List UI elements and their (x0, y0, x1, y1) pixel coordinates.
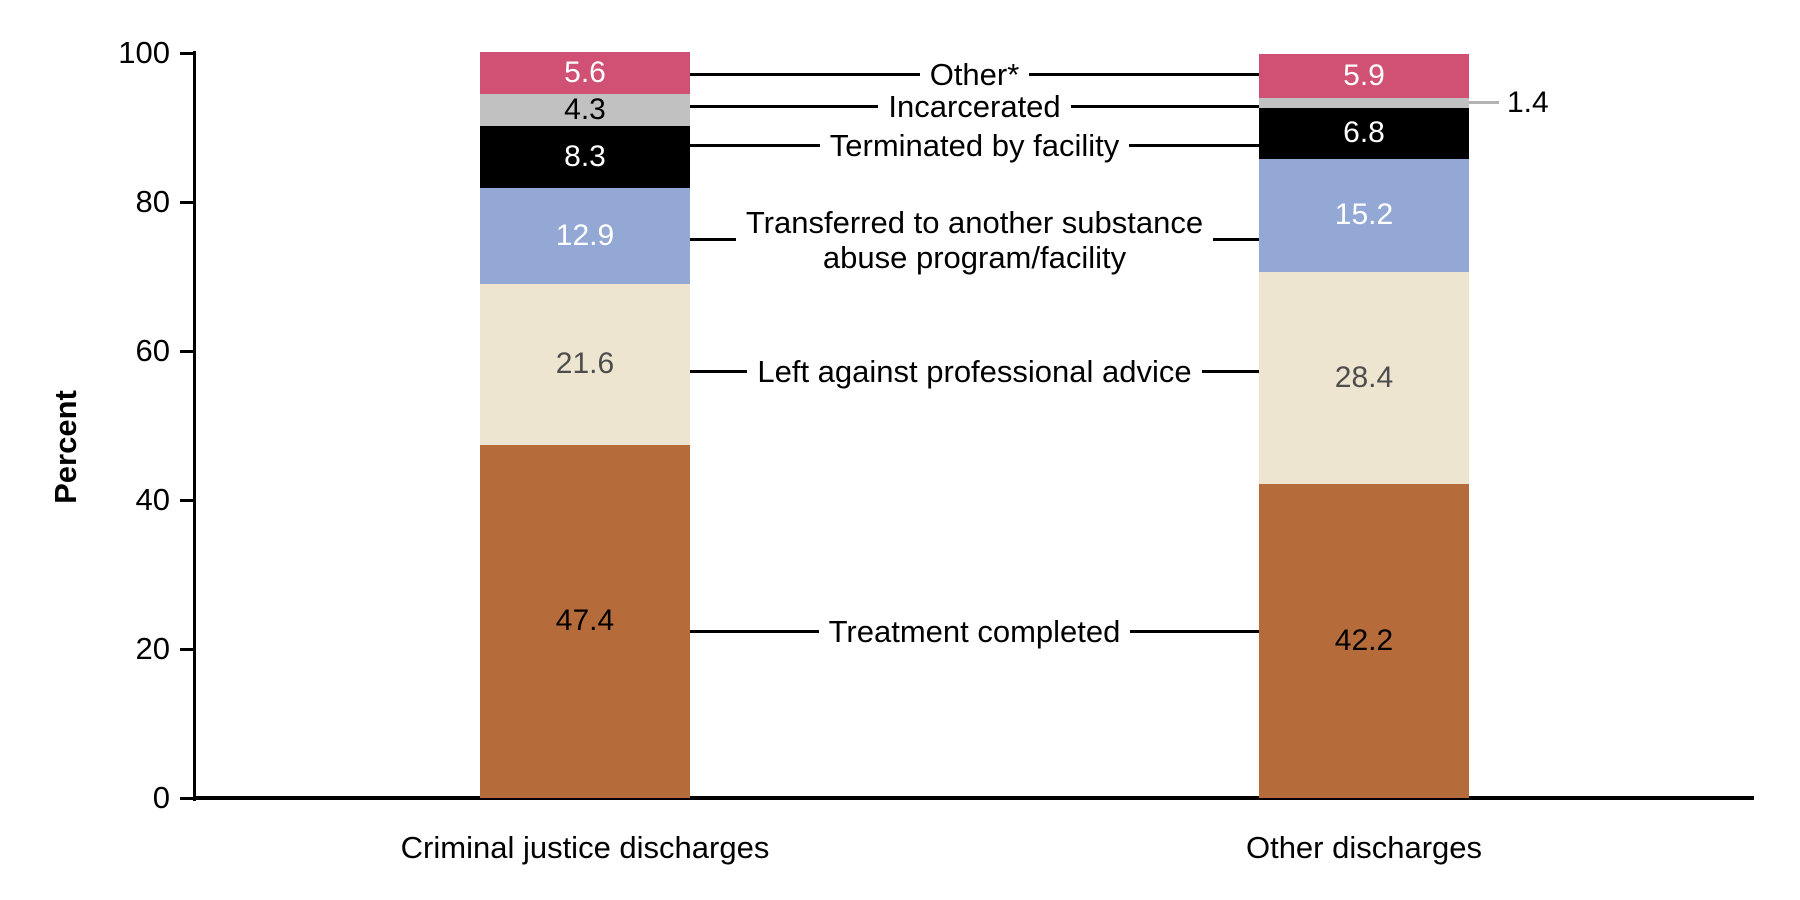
bar-segment (480, 444, 690, 798)
y-axis-title: Percent (48, 390, 83, 504)
y-tick-mark (180, 796, 194, 800)
annotation-row: Incarcerated (690, 88, 1260, 124)
y-tick-label: 80 (135, 184, 170, 219)
connector-line-left (690, 104, 879, 108)
value-label: 21.6 (555, 347, 615, 381)
bar-segment (1259, 483, 1469, 798)
y-axis-line (193, 51, 196, 801)
bar-segment (480, 283, 690, 445)
connector-line-left (690, 143, 820, 147)
y-tick-label: 100 (118, 35, 170, 70)
outside-value-label: 1.4 (1507, 85, 1549, 119)
series-label: Terminated by facility (829, 127, 1120, 163)
annotation-row: Other* (690, 56, 1260, 92)
y-tick-mark (180, 647, 194, 651)
connector-line-right (1029, 72, 1260, 76)
y-tick-label: 0 (152, 780, 170, 815)
annotation-row: Transferred to another substance abuse p… (690, 204, 1260, 275)
category-label-other: Other discharges (1245, 830, 1483, 865)
value-label: 15.2 (1334, 198, 1394, 232)
y-tick-mark (180, 498, 194, 502)
y-tick-label: 40 (135, 482, 170, 517)
value-label: 5.9 (1343, 58, 1385, 92)
x-axis-line (193, 796, 1754, 800)
value-label: 8.3 (564, 139, 606, 173)
series-label: Other* (929, 56, 1020, 92)
connector-line-left (690, 369, 748, 373)
segment-annotations: Treatment completed Left against professi… (690, 0, 1260, 900)
y-tick-label: 60 (135, 333, 170, 368)
series-label: Incarcerated (888, 88, 1061, 124)
connector-line-left (690, 72, 920, 76)
series-label: Treatment completed (828, 613, 1121, 649)
connector-line-right (1070, 104, 1260, 108)
bar-segment (1259, 158, 1469, 273)
value-label: 12.9 (555, 218, 615, 252)
annotation-row: Left against professional advice (690, 354, 1259, 389)
connector-line-right (1213, 238, 1260, 242)
y-tick-mark (180, 200, 194, 204)
series-label: Transferred to another substance abuse p… (745, 204, 1204, 275)
connector-line-right (1129, 143, 1260, 147)
bar-segment (480, 126, 690, 188)
connector-line-right (1130, 629, 1260, 633)
bar-segment (1259, 53, 1469, 98)
connector-line-right (1201, 369, 1259, 373)
annotation-row: Treatment completed (690, 613, 1260, 649)
bar-segment (1259, 272, 1469, 484)
annotation-row: Terminated by facility (690, 127, 1260, 163)
category-label-criminal-justice: Criminal justice discharges (400, 830, 770, 865)
value-label: 5.6 (564, 56, 606, 90)
y-tick-mark (180, 349, 194, 353)
series-label: Left against professional advice (757, 353, 1192, 389)
value-label: 28.4 (1334, 360, 1394, 394)
value-label: 4.3 (564, 92, 606, 126)
bar-segment (480, 93, 690, 126)
connector-line-left (690, 629, 819, 633)
bar-segment (1259, 97, 1469, 109)
y-tick-label: 20 (135, 631, 170, 666)
connector-line-left (690, 238, 736, 242)
value-label: 47.4 (555, 604, 615, 638)
bar-segment (480, 187, 690, 284)
value-label: 42.2 (1334, 623, 1394, 657)
outside-value-leader-line (1469, 101, 1499, 105)
bar-segment (1259, 108, 1469, 159)
value-label: 6.8 (1343, 116, 1385, 150)
y-tick-mark (180, 51, 194, 55)
bar-segment (480, 52, 690, 94)
